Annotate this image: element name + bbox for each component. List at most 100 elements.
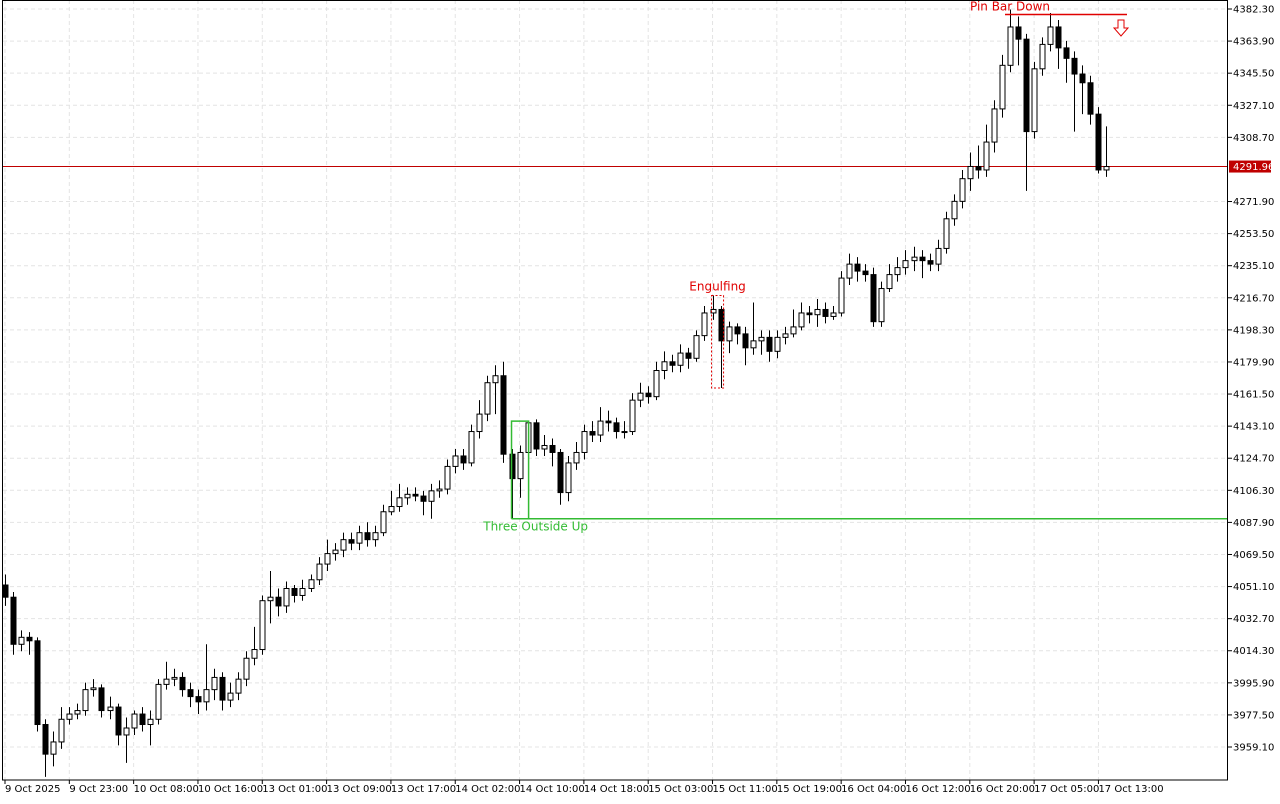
- candle-body: [637, 392, 644, 401]
- candle-body: [468, 431, 475, 464]
- candle-body: [1007, 26, 1014, 66]
- x-tick-label: 15 Oct 19:00: [777, 784, 842, 795]
- x-tick-label: 13 Oct 01:00: [262, 784, 327, 795]
- candle-body: [18, 636, 25, 645]
- candle-body: [243, 657, 250, 680]
- candle-body: [163, 678, 170, 685]
- last-price-box: [1229, 160, 1271, 173]
- y-tick-label: 3995.90: [1233, 678, 1274, 689]
- candle-body: [107, 706, 114, 712]
- y-tick-label: 4327.10: [1233, 101, 1274, 112]
- x-tick-label: 13 Oct 17:00: [391, 784, 456, 795]
- candle-body: [484, 382, 491, 415]
- candle-body: [436, 488, 443, 492]
- candle-body: [420, 495, 427, 502]
- candle-body: [669, 361, 676, 366]
- x-tick-label: 14 Oct 10:00: [520, 784, 585, 795]
- x-tick-label: 15 Oct 03:00: [648, 784, 713, 795]
- candle-body: [324, 553, 331, 565]
- candle-body: [267, 596, 274, 602]
- y-tick-label: 4345.50: [1233, 69, 1274, 80]
- candle-body: [999, 64, 1006, 110]
- candle-body: [967, 165, 974, 180]
- candle-body: [404, 493, 411, 499]
- candle-body: [291, 587, 298, 596]
- candle-body: [814, 308, 821, 316]
- candle-body: [26, 636, 33, 642]
- y-tick-label: 4032.70: [1233, 614, 1274, 625]
- candle-body: [155, 683, 162, 720]
- candle-body: [452, 455, 459, 467]
- candle-body: [629, 399, 636, 433]
- candle-body: [10, 596, 17, 645]
- y-tick-label: 4253.50: [1233, 229, 1274, 240]
- candle-body: [750, 340, 757, 349]
- candle-body: [1087, 82, 1094, 115]
- candle-body: [219, 676, 226, 701]
- candle-body: [123, 727, 130, 736]
- y-tick-label: 4014.30: [1233, 646, 1274, 657]
- candle-body: [90, 687, 97, 691]
- x-tick-label: 15 Oct 11:00: [713, 784, 778, 795]
- candle-body: [710, 308, 717, 314]
- candle-body: [645, 392, 652, 398]
- candle-body: [259, 600, 266, 651]
- y-tick-label: 4382.30: [1233, 4, 1274, 15]
- candle-body: [1055, 26, 1062, 49]
- candle-body: [235, 678, 242, 694]
- candle-body: [557, 451, 564, 494]
- candle-body: [774, 336, 781, 352]
- candle-body: [460, 455, 467, 464]
- x-tick-label: 14 Oct 18:00: [584, 784, 649, 795]
- x-tick-label: 10 Oct 16:00: [198, 784, 263, 795]
- candle-body: [444, 465, 451, 490]
- candle-body: [854, 263, 861, 272]
- candle-body: [701, 312, 708, 337]
- candle-body: [299, 587, 306, 596]
- y-tick-label: 3977.50: [1233, 710, 1274, 721]
- candle-body: [356, 532, 363, 544]
- candle-body: [412, 493, 419, 497]
- candle-body: [734, 326, 741, 335]
- candle-body: [1015, 26, 1022, 40]
- candle-body: [838, 277, 845, 314]
- y-tick-label: 4069.50: [1233, 550, 1274, 561]
- candle-body: [798, 312, 805, 328]
- candle-body: [766, 336, 773, 352]
- y-tick-label: 4161.50: [1233, 390, 1274, 401]
- candle-body: [476, 413, 483, 433]
- y-tick-label: 4051.10: [1233, 582, 1274, 593]
- y-tick-label: 4308.70: [1233, 133, 1274, 144]
- candle-body: [862, 270, 869, 276]
- candle-body: [911, 256, 918, 262]
- candle-body: [1039, 43, 1046, 70]
- candle-body: [806, 312, 813, 316]
- candle-body: [316, 563, 323, 581]
- pattern-box: [510, 420, 530, 519]
- x-tick-label: 9 Oct 23:00: [69, 784, 128, 795]
- candle-body: [66, 713, 73, 720]
- candle-body: [251, 649, 258, 659]
- candle-body: [1079, 73, 1086, 84]
- candle-body: [348, 539, 355, 544]
- candle-body: [1031, 68, 1038, 133]
- candle-body: [1063, 47, 1070, 59]
- candle-body: [533, 422, 540, 450]
- x-tick-label: 16 Oct 12:00: [905, 784, 970, 795]
- candle-body: [726, 326, 733, 342]
- candle-body: [275, 596, 282, 607]
- candle-body: [388, 506, 395, 513]
- candle-body: [211, 676, 218, 691]
- candle-body: [332, 549, 339, 555]
- candle-body: [227, 692, 234, 701]
- candle-body: [549, 444, 556, 453]
- grid: [3, 0, 1228, 780]
- candle-body: [991, 108, 998, 143]
- candle-body: [364, 532, 371, 541]
- candle-body: [693, 335, 700, 359]
- candle-body: [886, 274, 893, 290]
- y-tick-label: 4198.30: [1233, 325, 1274, 336]
- candle-body: [573, 451, 580, 464]
- candle-body: [42, 724, 49, 755]
- x-tick-label: 17 Oct 05:00: [1034, 784, 1099, 795]
